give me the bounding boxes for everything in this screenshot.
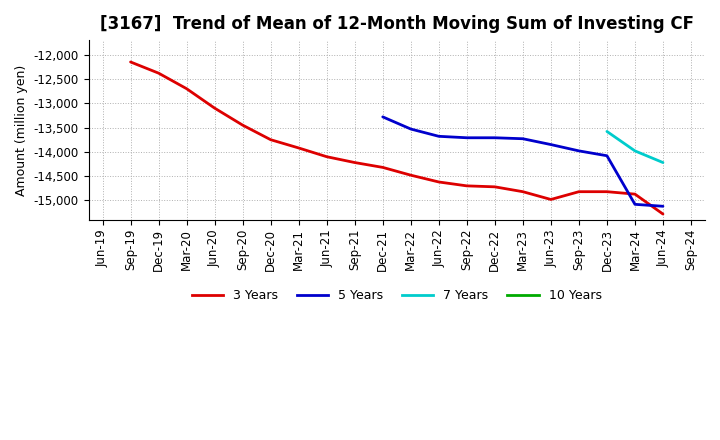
- Title: [3167]  Trend of Mean of 12-Month Moving Sum of Investing CF: [3167] Trend of Mean of 12-Month Moving …: [100, 15, 694, 33]
- Legend: 3 Years, 5 Years, 7 Years, 10 Years: 3 Years, 5 Years, 7 Years, 10 Years: [187, 284, 606, 307]
- Y-axis label: Amount (million yen): Amount (million yen): [15, 64, 28, 196]
